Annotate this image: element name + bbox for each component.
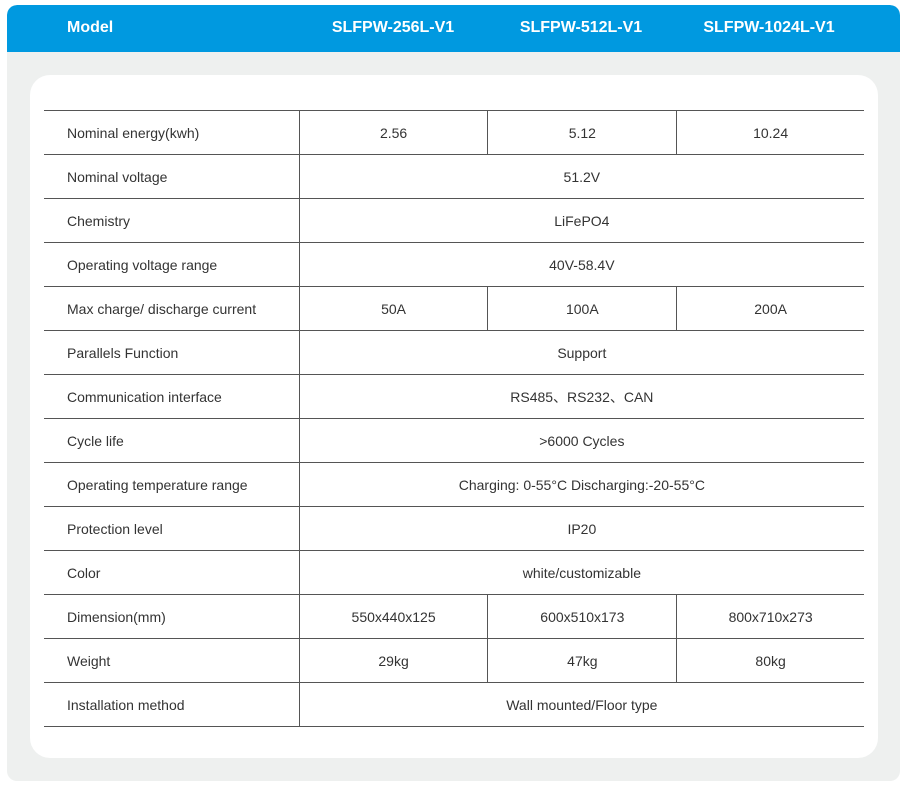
table-row: Installation method Wall mounted/Floor ty… bbox=[44, 682, 864, 727]
row-value: 100A bbox=[487, 286, 677, 331]
row-value: white/customizable bbox=[298, 550, 864, 595]
row-value: 29kg bbox=[298, 638, 488, 683]
spec-card: Nominal energy(kwh) 2.56 5.12 10.24 Nominal … bbox=[30, 75, 878, 758]
row-label: Nominal voltage bbox=[44, 154, 300, 199]
model-header-512: SLFPW-512L-V1 bbox=[519, 19, 643, 36]
table-row: Chemistry LiFePO4 bbox=[44, 198, 864, 243]
row-value: 2.56 bbox=[298, 110, 488, 155]
model-header-256: SLFPW-256L-V1 bbox=[331, 19, 455, 36]
model-header-1024: SLFPW-1024L-V1 bbox=[703, 19, 835, 36]
table-row: Weight 29kg 47kg 80kg bbox=[44, 638, 864, 683]
row-value: 10.24 bbox=[676, 110, 864, 155]
row-value: 5.12 bbox=[487, 110, 677, 155]
row-value: Charging: 0-55°C Discharging:-20-55°C bbox=[298, 462, 864, 507]
table-header: Model SLFPW-256L-V1 SLFPW-512L-V1 SLFPW-… bbox=[7, 5, 900, 52]
row-value: 600x510x173 bbox=[487, 594, 677, 639]
row-value: Support bbox=[298, 330, 864, 375]
row-value: 51.2V bbox=[298, 154, 864, 199]
row-label: Chemistry bbox=[44, 198, 300, 243]
table-row: Nominal voltage 51.2V bbox=[44, 154, 864, 199]
row-label: Cycle life bbox=[44, 418, 300, 463]
row-value: 47kg bbox=[487, 638, 677, 683]
row-label: Communication interface bbox=[44, 374, 300, 419]
row-label: Weight bbox=[44, 638, 300, 683]
row-value: 800x710x273 bbox=[676, 594, 864, 639]
row-value: 80kg bbox=[676, 638, 864, 683]
row-value: 50A bbox=[298, 286, 488, 331]
row-label: Installation method bbox=[44, 682, 300, 727]
table-row: Communication interface RS485、RS232、CAN bbox=[44, 374, 864, 419]
table-row: Cycle life >6000 Cycles bbox=[44, 418, 864, 463]
row-label: Operating voltage range bbox=[44, 242, 300, 287]
row-value: LiFePO4 bbox=[298, 198, 864, 243]
row-label: Max charge/ discharge current bbox=[44, 286, 300, 331]
row-value: 200A bbox=[676, 286, 864, 331]
table-row: Dimension(mm) 550x440x125 600x510x173 800x7… bbox=[44, 594, 864, 639]
row-value: 40V-58.4V bbox=[298, 242, 864, 287]
row-value: Wall mounted/Floor type bbox=[298, 682, 864, 727]
row-label: Operating temperature range bbox=[44, 462, 300, 507]
row-label: Nominal energy(kwh) bbox=[44, 110, 300, 155]
spec-table: Nominal energy(kwh) 2.56 5.12 10.24 Nominal … bbox=[44, 110, 864, 727]
row-value: 550x440x125 bbox=[298, 594, 488, 639]
row-value: RS485、RS232、CAN bbox=[298, 374, 864, 419]
table-row: Operating temperature range Charging: 0-5… bbox=[44, 462, 864, 507]
table-row: Operating voltage range 40V-58.4V bbox=[44, 242, 864, 287]
row-label: Color bbox=[44, 550, 300, 595]
row-value: >6000 Cycles bbox=[298, 418, 864, 463]
model-header-label: Model bbox=[67, 19, 114, 36]
row-label: Protection level bbox=[44, 506, 300, 551]
table-row: Protection level IP20 bbox=[44, 506, 864, 551]
table-row: Color white/customizable bbox=[44, 550, 864, 595]
table-row: Parallels Function Support bbox=[44, 330, 864, 375]
row-value: IP20 bbox=[298, 506, 864, 551]
table-row: Nominal energy(kwh) 2.56 5.12 10.24 bbox=[44, 110, 864, 155]
table-row: Max charge/ discharge current 50A 100A 200A bbox=[44, 286, 864, 331]
row-label: Dimension(mm) bbox=[44, 594, 300, 639]
spec-panel: Model SLFPW-256L-V1 SLFPW-512L-V1 SLFPW-… bbox=[7, 5, 900, 781]
row-label: Parallels Function bbox=[44, 330, 300, 375]
